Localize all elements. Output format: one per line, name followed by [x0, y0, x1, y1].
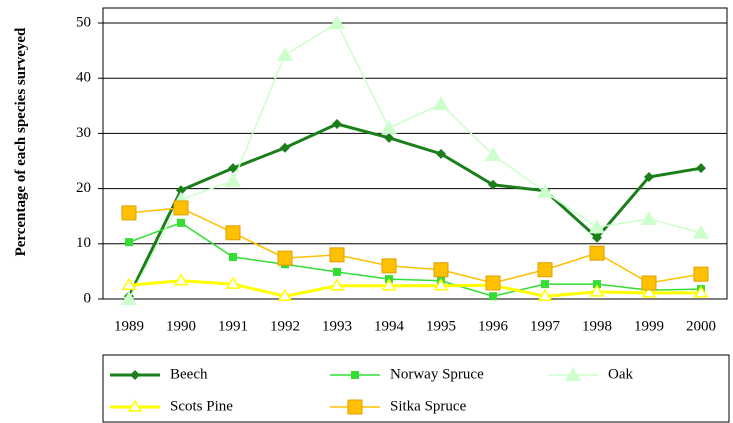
marker	[589, 219, 605, 234]
x-tick-label: 1993	[322, 318, 352, 334]
marker	[381, 119, 397, 134]
y-tick-label: 20	[76, 180, 91, 196]
y-tick-label: 10	[76, 235, 91, 251]
legend-label: Scots Pine	[170, 398, 233, 414]
marker	[127, 399, 143, 412]
x-tick-label: 1998	[582, 318, 612, 334]
marker	[541, 280, 549, 289]
marker	[173, 200, 189, 216]
marker	[277, 250, 293, 266]
marker	[592, 232, 602, 243]
marker	[333, 267, 341, 276]
x-tick-label: 2000	[686, 318, 716, 334]
marker	[433, 278, 449, 291]
marker	[121, 205, 137, 221]
marker	[229, 253, 237, 262]
marker	[436, 148, 446, 159]
y-tick-label: 0	[84, 290, 92, 306]
marker	[329, 278, 345, 291]
legend-label: Sitka Spruce	[390, 398, 467, 414]
marker	[176, 185, 186, 196]
marker	[225, 172, 241, 187]
y-tick-label: 30	[76, 125, 91, 141]
marker	[488, 179, 498, 190]
marker	[565, 367, 581, 381]
marker	[641, 285, 657, 298]
series-line	[128, 21, 702, 300]
y-axis-label: Percentage of each species surveyed	[13, 27, 29, 257]
x-tick-label: 1999	[634, 318, 664, 334]
x-tick-label: 1990	[166, 318, 196, 334]
marker	[589, 284, 605, 297]
marker	[433, 96, 449, 111]
marker	[485, 275, 501, 291]
x-tick-label: 1991	[218, 318, 248, 334]
marker	[433, 262, 449, 278]
marker	[280, 142, 290, 153]
x-tick-label: 1992	[270, 318, 300, 334]
marker	[329, 15, 345, 29]
x-tick-label: 1997	[530, 318, 561, 334]
legend-label: Oak	[608, 366, 633, 382]
marker	[537, 288, 553, 301]
marker	[351, 371, 359, 379]
y-tick-label: 40	[76, 70, 91, 86]
marker	[381, 258, 397, 274]
marker	[693, 285, 709, 298]
marker	[537, 262, 553, 278]
marker	[693, 266, 709, 282]
legend-label: Norway Spruce	[390, 366, 484, 382]
marker	[644, 172, 654, 183]
marker	[593, 280, 601, 289]
marker	[489, 292, 497, 301]
marker	[121, 291, 137, 305]
legend-label: Beech	[170, 366, 208, 382]
series-line	[128, 207, 702, 284]
x-tick-label: 1989	[114, 318, 144, 334]
marker	[125, 238, 133, 247]
marker	[641, 275, 657, 291]
marker	[225, 225, 241, 241]
marker	[121, 277, 137, 290]
marker	[693, 224, 709, 239]
marker	[381, 278, 397, 291]
y-tick-label: 50	[76, 14, 91, 30]
marker	[537, 183, 553, 198]
marker	[329, 247, 345, 263]
x-tick-label: 1996	[478, 318, 509, 334]
marker	[641, 210, 657, 225]
x-tick-label: 1995	[426, 318, 456, 334]
x-tick-label: 1994	[374, 318, 405, 334]
marker	[225, 276, 241, 289]
marker	[384, 132, 394, 143]
marker	[177, 218, 185, 227]
marker	[696, 163, 706, 174]
series-line	[127, 122, 702, 297]
marker	[130, 370, 140, 380]
marker	[277, 288, 293, 301]
marker	[589, 245, 605, 261]
plot-frame	[102, 7, 728, 300]
marker	[485, 146, 501, 161]
marker	[347, 399, 363, 415]
series-line	[128, 221, 702, 298]
marker	[277, 47, 293, 62]
marker	[332, 119, 342, 130]
marker	[228, 163, 238, 174]
marker	[173, 273, 189, 286]
legend-frame	[102, 354, 730, 423]
series-line	[128, 279, 701, 298]
